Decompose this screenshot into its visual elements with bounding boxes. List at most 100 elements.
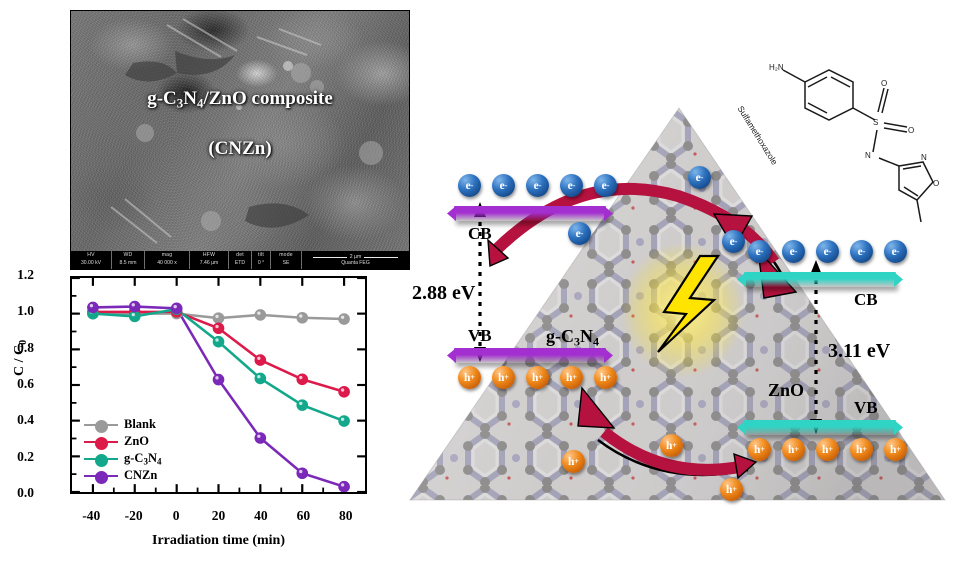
scalebar-graphic: 2 µm [312,254,399,260]
databar-cell-det: det ETD [229,251,252,269]
hole-zno-vb: h + [782,438,805,461]
data-point [87,301,99,314]
data-point [338,385,350,398]
hole-gcn-vb: h + [594,366,617,389]
x-tick-label: 40 [254,508,268,523]
data-point [338,313,350,325]
electron-zno-cb: e- [782,240,805,263]
hole-transfer-arrow [600,427,746,476]
legend-label: g-C3N4 [124,450,162,467]
hole-arrow-tail-icon [733,452,758,480]
bar-cap-right [604,348,613,363]
data-point [338,480,350,492]
sem-caption-part: /ZnO composite [203,88,333,109]
zno-vb-band [737,420,903,435]
y-tick-label: 0.6 [17,376,34,391]
right-up-arrowhead-icon [810,260,822,275]
lightning-bolt-icon [657,254,721,353]
legend-marker [95,471,108,484]
bar-cap-right [894,420,903,435]
data-point [296,399,309,411]
hole-zno-vb: h + [748,438,771,461]
databar-cell-hv: HV 30.00 kV [71,251,112,269]
hole-gcn-vb: h + [492,366,515,389]
chart-legend: Blank ZnO g-C3N4 CNZn [84,416,161,484]
electron-gcn-cb: e- [492,174,515,197]
sem-caption-sub: 3 [176,95,184,111]
electron-zno-cb: e- [850,240,873,263]
gcn-band-gap-label: 2.88 eV [412,282,476,304]
hole-migrating: h + [562,450,585,473]
light-irradiation [621,242,745,378]
bar-cap-left [737,272,746,287]
bar-cap-right [894,272,903,287]
y-tick-label: 0.2 [17,448,34,464]
electron-gcn-cb: e- [458,174,481,197]
data-point [170,302,183,315]
legend-label: CNZn [124,468,158,482]
sem-texture [71,11,409,251]
sem-caption-line1: g-C3N4/ZnO composite [71,89,409,110]
x-tick-label: 20 [211,508,226,523]
legend-marker [95,454,108,467]
x-tick-label: -40 [82,508,101,523]
legend-item-g-C3N4[interactable]: g-C3N4 [84,450,161,467]
data-point [212,312,225,324]
sulfamethoxazole-structure: H₂N S O O N N O [769,63,939,223]
gcn-material-label: g-C3N4 [546,326,599,349]
oxygen-label-1: O [881,79,887,88]
nitrogen-label-1: N [865,151,871,160]
data-point [296,311,309,324]
degradation-chart: C / C0 Irradiation time (min) 0.0 0.2 0.4 0… [0,267,408,568]
plot-area [70,276,367,494]
y-tick-label: 0.8 [17,339,34,355]
bar-cap-left [447,348,456,363]
hole-zno-vb: h + [850,438,873,461]
hole-gcn-vb: h + [458,366,481,389]
legend-line [84,471,118,484]
x-tick-label: -20 [124,508,143,523]
gcn-cb-band [447,206,613,221]
legend-marker [95,420,108,433]
plot-svg [72,278,365,492]
electron-zno-cb: e- [816,240,839,263]
databar-scalebar: 2 µm Quanta FEG [302,251,409,269]
sem-caption-sub: 4 [196,95,204,111]
sem-caption-part: N [183,88,197,109]
legend-line [84,420,118,433]
x-axis-label: Irradiation time (min) [152,533,285,548]
sem-grain-overlay [71,11,409,251]
electron-migrating: e- [568,222,591,245]
data-point [296,467,309,480]
electron-arrow-tail-icon [487,238,510,268]
data-point [212,335,225,348]
legend-label: Blank [124,417,156,431]
legend-item-CNZn[interactable]: CNZn [84,467,161,484]
databar-instrument: Quanta FEG [341,260,370,266]
databar-cell-tilt: tilt 0 ° [252,251,271,269]
hole-arrowhead-icon [577,386,616,429]
data-point [212,373,225,386]
hole-gcn-vb: h + [526,366,549,389]
electron-gcn-cb: e- [594,174,617,197]
bar-cap-left [737,420,746,435]
nitrogen-label-2: N [921,153,927,162]
data-point [296,373,309,386]
electron-gcn-cb: e- [526,174,549,197]
x-tick-label: 80 [339,508,353,523]
legend-line [84,454,118,467]
data-point [254,372,267,385]
data-point [212,322,225,335]
zno-cb-band [737,272,903,287]
legend-item-ZnO[interactable]: ZnO [84,433,161,450]
legend-item-Blank[interactable]: Blank [84,416,161,433]
hole-gcn-vb: h + [560,366,583,389]
y-tick-label: 0.0 [17,485,34,500]
databar-cell-mode: mode SE [271,251,302,269]
electron-migrating: e- [688,166,711,189]
sem-databar: HV 30.00 kV WD 8.5 mm mag 40 000 x HFW 7… [71,251,409,269]
electron-zno-cb: e- [884,240,907,263]
hole-migrating: h + [660,434,683,457]
y-tick-label: 1.2 [17,267,34,282]
